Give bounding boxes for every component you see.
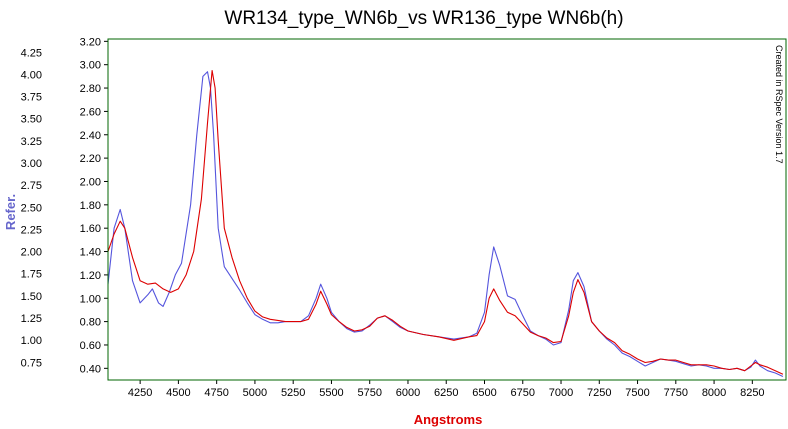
y-tick-label: 2.00 <box>80 176 101 188</box>
left-y-tick-label: 1.50 <box>21 291 42 303</box>
y-tick-label: 0.40 <box>80 363 101 375</box>
x-tick-label: 6250 <box>434 387 458 399</box>
left-y-tick-label: 4.25 <box>21 47 42 59</box>
y-tick-label: 1.20 <box>80 270 101 282</box>
x-tick-label: 6750 <box>511 387 535 399</box>
y-tick-label: 3.20 <box>80 36 101 48</box>
x-tick-label: 8000 <box>702 387 726 399</box>
y-axis-title: Refer. <box>3 194 18 230</box>
plot-frame <box>107 38 787 381</box>
x-axis-title: Angstroms <box>414 412 483 427</box>
x-tick-label: 5750 <box>357 387 381 399</box>
y-tick-label: 2.60 <box>80 106 101 118</box>
x-tick-label: 7000 <box>549 387 573 399</box>
series-group <box>107 69 784 377</box>
x-tick-label: 7500 <box>625 387 649 399</box>
series-line-blue <box>107 71 784 377</box>
y-tick-label: 2.40 <box>80 130 101 142</box>
left-y-tick-label: 1.00 <box>21 335 42 347</box>
left-y-tick-label: 3.25 <box>21 136 42 148</box>
chart-title: WR134_type_WN6b_vs WR136_type WN6b(h) <box>224 8 623 29</box>
left-y-tick-label: 0.75 <box>21 357 42 369</box>
left-y-tick-label: 2.25 <box>21 224 42 236</box>
series-line-red <box>107 69 784 375</box>
y-tick-label: 2.20 <box>80 153 101 165</box>
x-tick-label: 5000 <box>243 387 267 399</box>
left-y-tick-label: 2.75 <box>21 180 42 192</box>
y-tick-label: 0.80 <box>80 317 101 329</box>
y-tick-label: 1.00 <box>80 293 101 305</box>
y-tick-label: 1.80 <box>80 200 101 212</box>
left-y-tick-label: 4.00 <box>21 69 42 81</box>
left-y-tick-label: 3.75 <box>21 92 42 104</box>
x-tick-label: 6500 <box>472 387 496 399</box>
y-tick-label: 3.00 <box>80 60 101 72</box>
x-axis: 4250 4500 4750 5000 5250 5500 5750 6000 6250 6500… <box>128 380 765 399</box>
left-y-tick-label: 1.25 <box>21 313 42 325</box>
version-annotation: Created in RSpec Version 1.7 <box>774 45 784 164</box>
x-tick-label: 5250 <box>281 387 305 399</box>
right-y-axis: 3.20 3.00 2.80 2.60 2.40 2.20 2.00 1.80 1.60 1.40… <box>80 36 108 375</box>
y-tick-label: 0.60 <box>80 340 101 352</box>
left-y-tick-label: 1.75 <box>21 269 42 281</box>
left-y-axis: 4.25 4.00 3.75 3.50 3.25 3.00 2.75 2.50 2.25 2.00… <box>21 47 42 369</box>
left-y-tick-label: 3.00 <box>21 158 42 170</box>
y-tick-label: 1.40 <box>80 247 101 259</box>
x-tick-label: 6000 <box>396 387 420 399</box>
x-tick-label: 5500 <box>319 387 343 399</box>
x-tick-label: 4500 <box>166 387 190 399</box>
y-tick-label: 1.60 <box>80 223 101 235</box>
left-y-tick-label: 2.00 <box>21 247 42 259</box>
left-y-tick-label: 3.50 <box>21 114 42 126</box>
x-tick-label: 4750 <box>204 387 228 399</box>
x-tick-label: 4250 <box>128 387 152 399</box>
y-tick-label: 2.80 <box>80 83 101 95</box>
x-tick-label: 7250 <box>587 387 611 399</box>
x-tick-label: 8250 <box>740 387 764 399</box>
x-tick-label: 7750 <box>664 387 688 399</box>
left-y-tick-label: 2.50 <box>21 202 42 214</box>
